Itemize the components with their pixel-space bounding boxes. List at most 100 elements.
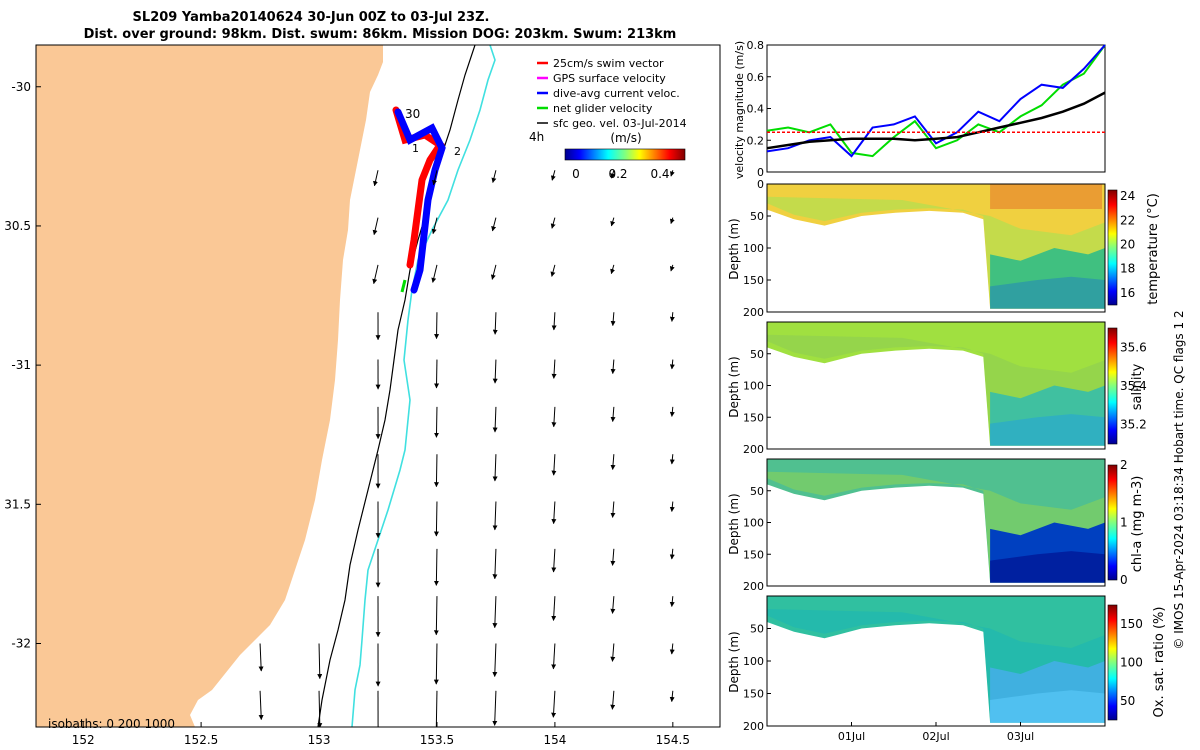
current-vector-arrow [373, 170, 379, 187]
current-vector-arrow [610, 264, 615, 275]
current-vector-arrow [431, 217, 438, 235]
current-vector-arrow [317, 690, 323, 727]
section-colorbar-tick: 24 [1120, 189, 1135, 203]
current-vector-arrow [669, 170, 675, 177]
map-x-tick-label: 153.5 [420, 733, 454, 747]
track-label-2: 2 [454, 145, 461, 158]
velocity-y-ticks: 0 0.2 0.4 0.6 0.8 [747, 39, 771, 179]
current-vector-arrow [550, 264, 556, 277]
section-colorbar [1107, 327, 1118, 445]
legend-entry: dive-avg current veloc. [553, 87, 680, 100]
speed-colorbar: (m/s) 0 0.2 0.4 [564, 131, 686, 181]
current-vector-arrow [372, 264, 379, 285]
section-colorbar-tick: 35.4 [1120, 379, 1147, 393]
section-y-tick-label: 200 [743, 720, 764, 733]
current-vector-arrow [551, 406, 557, 428]
section-colorbar [1107, 604, 1118, 721]
current-vector-arrow [492, 454, 498, 482]
current-vector-arrow [492, 643, 498, 678]
current-vector-arrow [433, 596, 439, 636]
temperature-colorbar-label: temperature (°C) [1146, 193, 1161, 305]
velocity-y-tick-label: 0.8 [747, 39, 765, 52]
section-colorbar [1107, 189, 1118, 306]
map-y-tick-label: 31.5 [4, 497, 31, 511]
current-vector-arrow [669, 264, 675, 272]
date-tick-label: 01Jul [838, 730, 865, 743]
current-vector-arrow [372, 217, 379, 236]
current-vector-arrow [492, 548, 498, 580]
credit-text: © IMOS 15-Apr-2024 03:18:34 Hobart time.… [1172, 310, 1186, 649]
section-fill-bottom [990, 690, 1105, 723]
section-y-tick-label: 50 [750, 485, 764, 498]
legend-entry: GPS surface velocity [553, 72, 666, 85]
section-salinity: Depth (m) salinity 50 100 150 200 35.2 35.4 35… [727, 321, 1147, 456]
velocity-series [766, 44, 1106, 158]
section-colorbar-tick: 100 [1120, 656, 1143, 670]
legend-entry: sfc geo. vel. 03-Jul-2014 [553, 117, 687, 130]
oxygen-colorbar-label: Ox. sat. ratio (%) [1152, 607, 1167, 718]
velocity-y-tick-label: 0 [757, 166, 764, 179]
section-temperature: Depth (m) temperature (°C) 0 50 100 150 200 1… [727, 178, 1161, 319]
current-vector-arrow [551, 359, 557, 379]
map-x-ticks: 152 152.5 153 153.5 154 154.5 [72, 722, 690, 747]
current-vector-arrow [610, 312, 616, 327]
section-y-tick-label: 50 [750, 348, 764, 361]
section-colorbar-tick: 50 [1120, 694, 1135, 708]
section-chlorophyll: Depth (m) chl-a (mg m-3) 50 100 150 200 0 1 2 [727, 458, 1145, 593]
current-vector-arrow [669, 596, 675, 607]
current-vector-arrow [258, 690, 264, 721]
land-area [36, 45, 383, 727]
current-vector-arrow [669, 406, 675, 417]
section-y-tick-label: 50 [750, 210, 764, 223]
current-vector-arrow [491, 217, 497, 232]
warm-surface-patch [990, 184, 1102, 209]
salinity-ylabel: Depth (m) [727, 356, 741, 417]
track-label-4h: 4h [529, 130, 544, 144]
map-x-tick-label: 152 [72, 733, 95, 747]
speed-colorbar-tick-1: 0.2 [608, 167, 627, 181]
velocity-series-line [766, 91, 1106, 150]
current-vector-arrow [610, 596, 616, 614]
current-vector-arrow [669, 501, 675, 512]
current-vector-arrow [317, 643, 323, 680]
current-vector-arrow [610, 501, 616, 518]
current-vector-arrow [492, 690, 498, 726]
current-vector-arrow [610, 454, 616, 470]
vector-field [258, 170, 675, 727]
section-y-tick-label: 200 [743, 580, 764, 593]
section-y-tick-label: 150 [743, 548, 764, 561]
current-vector-arrow [490, 264, 497, 280]
section-y-tick-label: 150 [743, 411, 764, 424]
isobaths-label: isobaths: 0 200 1000 [48, 717, 175, 731]
velocity-ylabel: velocity magnitude (m/s) [733, 41, 746, 179]
current-vector-arrow [610, 170, 616, 179]
current-vector-arrow [669, 359, 675, 370]
section-fill-bottom [990, 551, 1105, 583]
speed-colorbar-tick-2: 0.4 [650, 167, 669, 181]
current-vector-arrow [551, 643, 557, 670]
current-vector-arrow [492, 596, 498, 629]
figure-title: SL209 Yamba20140624 30-Jun 00Z to 03-Jul… [133, 10, 490, 25]
map-legend: 25cm/s swim vector GPS surface velocity di… [537, 57, 687, 130]
current-vector-arrow [435, 690, 438, 727]
map-x-tick-label: 153 [308, 733, 331, 747]
current-vector-arrow [610, 548, 616, 566]
section-colorbar-tick: 16 [1120, 286, 1135, 300]
section-oxygen: Depth (m) Ox. sat. ratio (%) 50 100 150 200… [727, 595, 1167, 743]
section-colorbar [1107, 464, 1118, 581]
velocity-y-tick-label: 0.4 [747, 103, 765, 116]
track-label-30: 30 [405, 107, 420, 121]
section-y-tick-label: 150 [743, 688, 764, 701]
current-vector-arrow [492, 501, 498, 531]
map-y-ticks: -30 30.5 -31 31.5 -32 [4, 80, 41, 650]
current-vector-arrow [610, 690, 616, 710]
velocity-panel: 0 0.2 0.4 0.6 0.8 velocity magnitude (m/s) [733, 39, 1106, 179]
current-vector-arrow [669, 643, 675, 655]
map-y-tick-label: -32 [11, 636, 31, 650]
current-vector-arrow [610, 217, 616, 227]
section-y-tick-label: 100 [743, 380, 764, 393]
map-x-tick-label: 152.5 [184, 733, 218, 747]
current-vector-arrow [669, 454, 675, 465]
map-x-tick-label: 154.5 [656, 733, 690, 747]
